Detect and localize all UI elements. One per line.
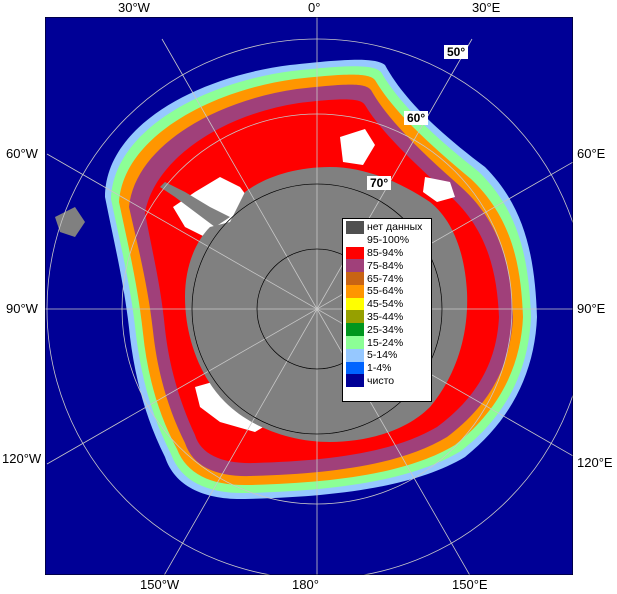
meridian-60e-120w	[46, 153, 588, 465]
lat-label-70: 70°	[367, 176, 392, 190]
parallel-70-dark	[191, 183, 443, 435]
lon-label-0: 0°	[308, 0, 321, 15]
legend-label: чисто	[367, 374, 395, 387]
ice-patch-95-100-east	[340, 129, 375, 165]
legend-label: 35-44%	[367, 310, 404, 323]
lon-label-120e: 120°E	[577, 455, 613, 470]
legend-row: 75-84%	[346, 259, 428, 273]
legend-row: 65-74%	[346, 272, 428, 286]
legend-row: 15-24%	[346, 336, 428, 350]
legend-swatch	[346, 323, 364, 337]
legend-label: 75-84%	[367, 259, 404, 272]
lon-label-30w: 30°W	[118, 0, 150, 15]
lon-label-120w: 120°W	[2, 451, 42, 466]
legend-row: 5-14%	[346, 348, 428, 362]
legend-swatch	[346, 361, 364, 375]
legend-swatch	[346, 336, 364, 350]
legend-row: 45-54%	[346, 297, 428, 311]
legend-row: чисто	[346, 374, 428, 388]
legend-label: 95-100%	[367, 234, 410, 247]
legend-label: 5-14%	[367, 349, 398, 362]
legend-row: 95-100%	[346, 233, 428, 247]
lon-label-60w: 60°W	[6, 146, 38, 161]
legend-swatch	[346, 297, 364, 311]
legend-label: 85-94%	[367, 246, 404, 259]
lon-label-30e: 30°E	[472, 0, 501, 15]
legend-swatch	[346, 246, 364, 260]
legend-label: нет данных	[367, 221, 423, 234]
south-america-landmass	[55, 207, 85, 237]
lat-label-50: 50°	[444, 45, 469, 59]
sea-ice-map	[44, 16, 588, 580]
legend-row: 35-44%	[346, 310, 428, 324]
lon-label-150w: 150°W	[140, 577, 180, 592]
legend-label: 1-4%	[367, 362, 392, 375]
map-frame	[44, 16, 588, 580]
ice-patch-95-100-ne	[423, 177, 455, 202]
legend-swatch	[346, 272, 364, 286]
lat-label-60: 60°	[404, 111, 429, 125]
lon-label-90e: 90°E	[577, 301, 606, 316]
legend-row: 25-34%	[346, 323, 428, 337]
legend-label: 25-34%	[367, 323, 404, 336]
legend-row: 85-94%	[346, 246, 428, 260]
legend-label: 65-74%	[367, 272, 404, 285]
legend-swatch	[346, 233, 364, 247]
legend-row: 55-64%	[346, 284, 428, 298]
lon-label-60e: 60°E	[577, 146, 606, 161]
legend-row: 1-4%	[346, 361, 428, 375]
antarctic-peninsula	[160, 182, 230, 227]
lon-label-180: 180°	[292, 577, 319, 592]
legend-swatch	[346, 220, 364, 234]
lon-label-90w: 90°W	[6, 301, 38, 316]
lon-label-150e: 150°E	[452, 577, 488, 592]
legend-swatch	[346, 374, 364, 388]
legend-label: 45-54%	[367, 298, 404, 311]
legend-label: 15-24%	[367, 336, 404, 349]
legend-swatch	[346, 284, 364, 298]
legend-row: нет данных	[346, 220, 428, 234]
legend: нет данных 95-100% 85-94% 75-84% 65-74% 55-64…	[342, 218, 432, 402]
legend-swatch	[346, 259, 364, 273]
legend-swatch	[346, 310, 364, 324]
legend-swatch	[346, 348, 364, 362]
legend-label: 55-64%	[367, 285, 404, 298]
